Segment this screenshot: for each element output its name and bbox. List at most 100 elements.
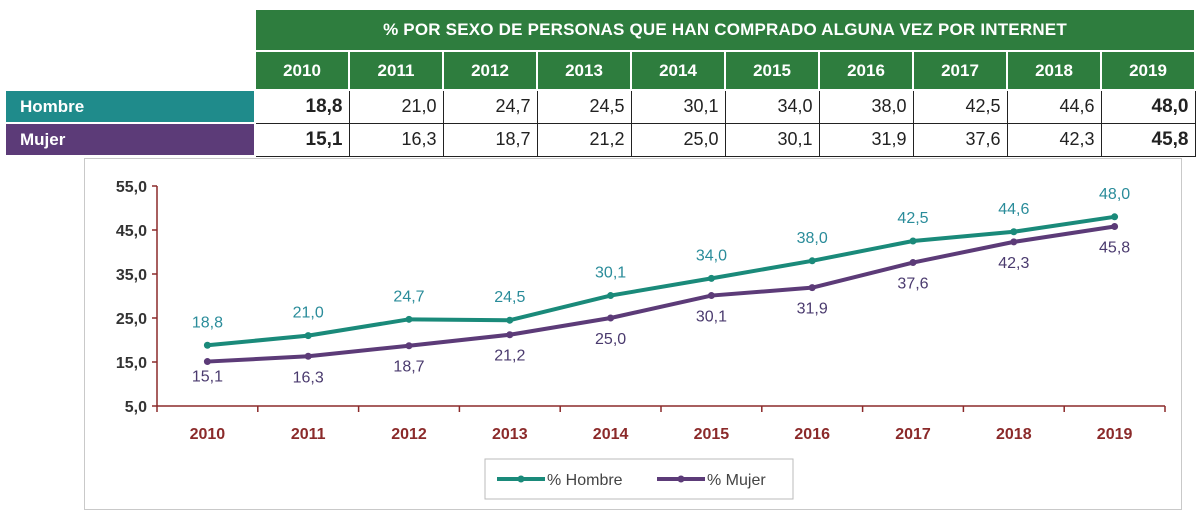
data-point xyxy=(203,341,211,349)
data-label-hombre: 38,0 xyxy=(797,230,828,247)
data-label-mujer: 15,1 xyxy=(192,369,223,386)
table-cell: 45,8 xyxy=(1100,122,1196,157)
data-label-hombre: 24,5 xyxy=(494,289,525,306)
table-cell: 30,1 xyxy=(724,122,820,157)
data-label-mujer: 45,8 xyxy=(1099,239,1130,256)
data-label-hombre: 42,5 xyxy=(897,210,928,227)
table-cell: 30,1 xyxy=(630,89,726,124)
data-label-hombre: 34,0 xyxy=(696,247,727,264)
data-point xyxy=(203,358,211,366)
y-tick-label: 5,0 xyxy=(125,399,147,416)
x-tick-label: 2011 xyxy=(291,426,326,443)
y-tick-label: 15,0 xyxy=(116,355,147,372)
x-tick-label: 2019 xyxy=(1097,426,1133,443)
table-row-mujer: Mujer 15,1 16,3 18,7 21,2 25,0 30,1 31,9… xyxy=(4,122,1196,157)
data-point xyxy=(1111,213,1119,221)
table-cell: 21,0 xyxy=(348,89,444,124)
data-point xyxy=(808,257,816,265)
y-tick-label: 35,0 xyxy=(116,267,147,284)
data-point xyxy=(506,331,514,339)
x-tick-label: 2015 xyxy=(694,426,730,443)
year-header: 2015 xyxy=(724,50,820,91)
data-label-mujer: 42,3 xyxy=(998,255,1029,272)
data-point xyxy=(405,342,413,350)
data-point xyxy=(607,292,615,300)
legend-marker xyxy=(677,475,685,483)
x-tick-label: 2013 xyxy=(492,426,528,443)
row-label-mujer: Mujer xyxy=(4,122,256,157)
table-blank-corner-2 xyxy=(5,51,255,90)
year-header: 2018 xyxy=(1006,50,1102,91)
y-tick-label: 25,0 xyxy=(116,311,147,328)
year-header: 2012 xyxy=(442,50,538,91)
data-label-mujer: 18,7 xyxy=(393,359,424,376)
table-blank-corner xyxy=(5,9,255,51)
table-cell: 25,0 xyxy=(630,122,726,157)
y-tick-label: 45,0 xyxy=(116,223,147,240)
year-header: 2014 xyxy=(630,50,726,91)
table-cell: 21,2 xyxy=(536,122,632,157)
data-label-mujer: 21,2 xyxy=(494,348,525,365)
data-point xyxy=(304,352,312,360)
table-cell: 24,5 xyxy=(536,89,632,124)
x-tick-label: 2018 xyxy=(996,426,1032,443)
table-cell: 42,3 xyxy=(1006,122,1102,157)
data-label-hombre: 30,1 xyxy=(595,265,626,282)
x-tick-label: 2016 xyxy=(794,426,830,443)
legend-label-mujer: % Mujer xyxy=(707,472,766,489)
row-label-hombre: Hombre xyxy=(4,89,256,124)
data-label-hombre: 21,0 xyxy=(293,305,324,322)
chart-svg: 5,0 15,0 25,0 35,0 45,0 55,0 2010 2011 2012 2013 2… xyxy=(116,179,1166,500)
table-cell: 16,3 xyxy=(348,122,444,157)
table-cell: 44,6 xyxy=(1006,89,1102,124)
x-tick-label: 2017 xyxy=(895,426,931,443)
x-tick-label: 2010 xyxy=(190,426,226,443)
data-label-hombre: 24,7 xyxy=(393,288,424,305)
data-point xyxy=(707,292,715,300)
data-table: % POR SEXO DE PERSONAS QUE HAN COMPRADO … xyxy=(4,8,1196,157)
data-point xyxy=(707,274,715,282)
data-label-mujer: 37,6 xyxy=(897,276,928,293)
table-cell: 34,0 xyxy=(724,89,820,124)
year-header: 2013 xyxy=(536,50,632,91)
table-cell: 31,9 xyxy=(818,122,914,157)
data-label-hombre: 18,8 xyxy=(192,314,223,331)
table-cell: 18,7 xyxy=(442,122,538,157)
data-point xyxy=(1010,238,1018,246)
data-label-hombre: 44,6 xyxy=(998,201,1029,218)
table-cell: 42,5 xyxy=(912,89,1008,124)
series-line-hombre xyxy=(207,214,1115,348)
data-point xyxy=(506,316,514,324)
table-cell: 18,8 xyxy=(254,89,350,124)
data-label-mujer: 25,0 xyxy=(595,331,626,348)
y-tick-label: 55,0 xyxy=(116,179,147,196)
line-chart: 5,0 15,0 25,0 35,0 45,0 55,0 2010 2011 2012 2013 2… xyxy=(84,158,1182,510)
data-point xyxy=(607,314,615,322)
table-cell: 24,7 xyxy=(442,89,538,124)
year-header: 2010 xyxy=(254,50,350,91)
table-title: % POR SEXO DE PERSONAS QUE HAN COMPRADO … xyxy=(254,8,1196,52)
series-line-mujer xyxy=(207,224,1115,364)
table-cell: 15,1 xyxy=(254,122,350,157)
table-cell: 37,6 xyxy=(912,122,1008,157)
legend-label-hombre: % Hombre xyxy=(547,472,623,489)
data-point xyxy=(909,237,917,245)
table-cell: 48,0 xyxy=(1100,89,1196,124)
data-label-mujer: 31,9 xyxy=(797,301,828,318)
year-header: 2019 xyxy=(1100,50,1196,91)
table-row-hombre: Hombre 18,8 21,0 24,7 24,5 30,1 34,0 38,… xyxy=(4,89,1196,124)
data-point xyxy=(909,259,917,267)
data-label-mujer: 30,1 xyxy=(696,309,727,326)
year-header-row: 2010 2011 2012 2013 2014 2015 2016 2017 … xyxy=(5,50,1196,91)
year-header: 2017 xyxy=(912,50,1008,91)
data-point xyxy=(405,315,413,323)
legend-marker xyxy=(517,475,525,483)
x-tick-label: 2012 xyxy=(391,426,427,443)
data-point xyxy=(1010,228,1018,236)
table-cell: 38,0 xyxy=(818,89,914,124)
year-header: 2011 xyxy=(348,50,444,91)
data-point xyxy=(1111,222,1119,230)
year-header: 2016 xyxy=(818,50,914,91)
data-point xyxy=(304,332,312,340)
data-label-mujer: 16,3 xyxy=(293,369,324,386)
